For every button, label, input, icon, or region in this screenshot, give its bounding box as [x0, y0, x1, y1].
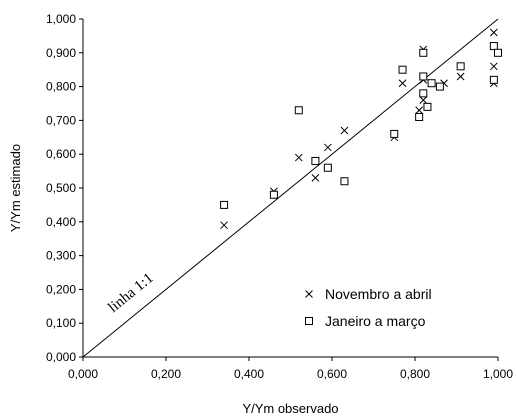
x-tick-label: 0,600 [317, 367, 347, 381]
point-janeiro-a-marco [419, 72, 428, 81]
point-janeiro-a-marco [269, 190, 278, 199]
x-axis-title: Y/Ym observado [242, 401, 338, 416]
point-janeiro-a-marco [398, 65, 407, 74]
point-janeiro-a-marco [415, 113, 424, 122]
x-tick-label: 0,800 [400, 367, 430, 381]
legend: Novembro a abril Janeiro a março [305, 286, 432, 329]
y-tick-label: 0,400 [46, 215, 76, 229]
point-novembro-a-abril [456, 72, 465, 81]
x-tick-label: 0,000 [68, 367, 98, 381]
point-janeiro-a-marco [294, 106, 303, 115]
y-tick-label: 0,500 [46, 181, 76, 195]
y-tick-label: 0,300 [46, 249, 76, 263]
point-janeiro-a-marco [489, 75, 498, 84]
point-janeiro-a-marco [423, 102, 432, 111]
point-janeiro-a-marco [494, 48, 502, 57]
y-tick-label: 1,000 [46, 12, 76, 26]
y-tick-label: 0,200 [46, 282, 76, 296]
point-janeiro-a-marco [323, 163, 332, 172]
point-janeiro-a-marco [427, 79, 436, 88]
point-janeiro-a-marco [456, 62, 465, 71]
x-tick-label: 0,200 [151, 367, 181, 381]
point-janeiro-a-marco [419, 48, 428, 57]
point-janeiro-a-marco [419, 89, 428, 98]
point-novembro-a-abril [294, 153, 303, 162]
legend-marker-novembro [305, 290, 313, 298]
point-novembro-a-abril [419, 96, 428, 104]
point-janeiro-a-marco [311, 156, 320, 165]
legend-square-marker [305, 317, 313, 325]
y-axis-title: Y/Ym estimado [8, 144, 23, 232]
x-tick-label: 1,000 [483, 367, 513, 381]
reference-line-label: linha 1:1 [105, 270, 156, 316]
point-novembro-a-abril [489, 28, 498, 37]
point-novembro-a-abril [340, 126, 349, 135]
point-janeiro-a-marco [489, 42, 498, 51]
point-novembro-a-abril [415, 106, 424, 115]
legend-x-marker [305, 290, 313, 298]
y-tick-label: 0,600 [46, 147, 76, 161]
point-janeiro-a-marco [435, 82, 444, 91]
reference-line [82, 18, 499, 358]
point-novembro-a-abril [398, 79, 407, 88]
point-janeiro-a-marco [390, 129, 399, 138]
point-janeiro-a-marco [340, 177, 349, 186]
y-tick-label: 0,100 [46, 316, 76, 330]
legend-label-novembro: Novembro a abril [325, 286, 432, 302]
y-tick-label: 0,000 [46, 350, 76, 364]
legend-marker-janeiro [305, 317, 313, 325]
y-tick-label: 0,700 [46, 113, 76, 127]
x-tick-label: 0,400 [234, 367, 264, 381]
point-janeiro-a-marco [220, 200, 229, 209]
point-novembro-a-abril [311, 174, 320, 182]
point-novembro-a-abril [323, 143, 332, 152]
y-tick-label: 0,900 [46, 46, 76, 60]
point-novembro-a-abril [220, 221, 228, 230]
legend-label-janeiro: Janeiro a março [325, 313, 426, 329]
point-novembro-a-abril [489, 62, 498, 71]
y-tick-label: 0,800 [46, 80, 76, 94]
